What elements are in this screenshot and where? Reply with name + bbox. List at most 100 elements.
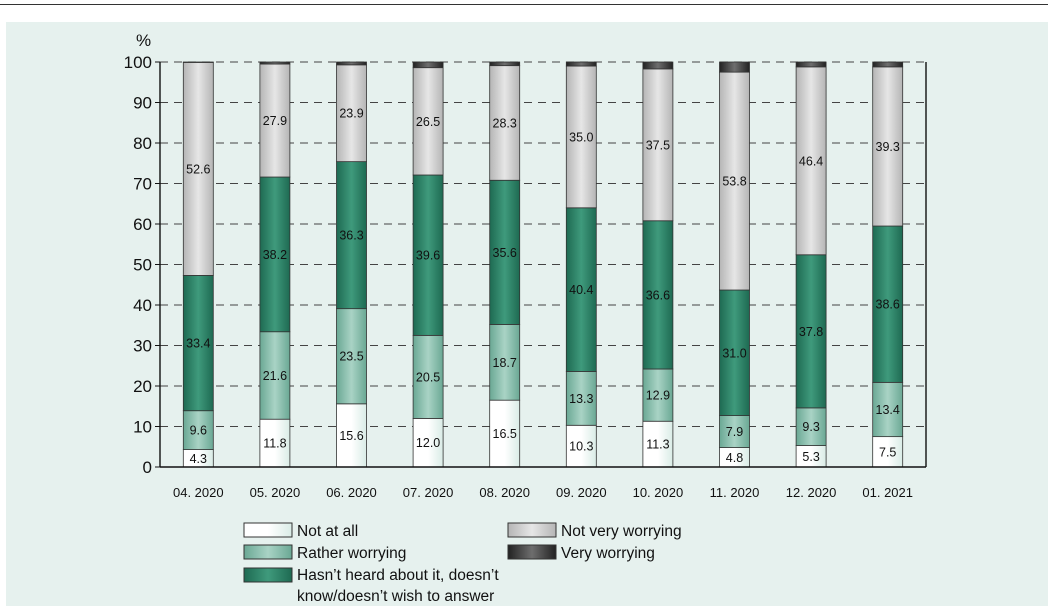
data-label-hasn-t-heard-about-it-do-01-2021: 38.6	[876, 298, 900, 312]
bar-segment-hasn-t-heard-about-it-do-05-2020	[259, 176, 291, 333]
x-tick-label-07-2020: 07. 2020	[403, 485, 454, 500]
data-label-rather-worrying-11-2020: 7.9	[726, 425, 743, 439]
bar-segment-very-worrying-07-2020	[412, 61, 444, 69]
legend-label-very-worrying: Very worrying	[561, 545, 655, 562]
data-label-not-very-worrying-07-2020: 26.5	[416, 115, 440, 129]
data-label-not-at-all-10-2020: 11.3	[646, 438, 669, 452]
x-tick-label-10-2020: 10. 2020	[633, 485, 684, 500]
bar-segment-not-very-worrying-04-2020	[182, 62, 214, 276]
data-label-rather-worrying-06-2020: 23.5	[339, 350, 363, 364]
bar-segment-hasn-t-heard-about-it-do-06-2020	[336, 161, 367, 310]
bar-segment-very-worrying-05-2020	[259, 61, 291, 65]
y-tick-label-60: 60	[133, 215, 152, 234]
bar-segment-very-worrying-12-2020	[795, 61, 827, 68]
x-tick-label-05-2020: 05. 2020	[250, 485, 301, 500]
bar-segment-rather-worrying-08-2020	[489, 324, 521, 401]
data-label-rather-worrying-09-2020: 13.3	[569, 392, 593, 406]
bar-segment-not-very-worrying-07-2020	[412, 67, 444, 176]
bar-segment-rather-worrying-12-2020	[795, 407, 827, 446]
data-label-not-at-all-04-2020: 4.3	[190, 452, 207, 466]
data-label-not-at-all-08-2020: 16.5	[493, 427, 517, 441]
legend-item-not-at-all: Not at all	[243, 522, 358, 540]
legend-item-very-worrying: Very worrying	[507, 544, 655, 562]
y-tick-label-10: 10	[133, 418, 152, 437]
bar-segment-very-worrying-08-2020	[489, 61, 521, 67]
y-tick-label-30: 30	[133, 337, 152, 356]
legend: Not at all Rather worrying Hasn’t heard …	[243, 522, 682, 605]
bar-segment-hasn-t-heard-about-it-do-01-2021	[872, 225, 904, 383]
legend-swatch-hasnt-heard	[243, 567, 293, 583]
data-label-rather-worrying-05-2020: 21.6	[263, 369, 287, 383]
y-tick-label-80: 80	[133, 134, 152, 153]
data-label-rather-worrying-08-2020: 18.7	[493, 356, 517, 370]
x-tick-label-11-2020: 11. 2020	[710, 485, 760, 500]
data-label-hasn-t-heard-about-it-do-12-2020: 37.8	[799, 325, 823, 339]
bar-segment-hasn-t-heard-about-it-do-09-2020	[565, 207, 597, 372]
bar-segment-rather-worrying-01-2021	[872, 381, 904, 438]
y-tick-label-100: 100	[124, 53, 152, 72]
data-label-hasn-t-heard-about-it-do-09-2020: 40.4	[569, 283, 593, 297]
data-label-hasn-t-heard-about-it-do-07-2020: 39.6	[416, 249, 440, 263]
legend-label-hasnt-heard-line1: Hasn’t heard about it, doesn’t	[297, 567, 499, 584]
legend-label-not-at-all: Not at all	[297, 523, 358, 540]
data-label-not-at-all-09-2020: 10.3	[569, 440, 593, 454]
data-label-hasn-t-heard-about-it-do-04-2020: 33.4	[186, 337, 210, 351]
y-tick-label-70: 70	[133, 175, 152, 194]
legend-label-not-very-worrying: Not very worrying	[561, 523, 682, 540]
bar-segment-not-at-all-10-2020	[642, 420, 674, 468]
data-label-rather-worrying-07-2020: 20.5	[416, 370, 440, 384]
data-label-not-very-worrying-11-2020: 53.8	[722, 175, 746, 189]
x-tick-label-09-2020: 09. 2020	[556, 485, 607, 500]
data-label-not-very-worrying-09-2020: 35.0	[569, 130, 593, 144]
bar-segment-not-at-all-01-2021	[872, 436, 904, 468]
bar-segment-not-at-all-08-2020	[489, 399, 521, 468]
bar-segment-not-very-worrying-01-2021	[872, 66, 904, 227]
bar-segment-not-at-all-09-2020	[565, 424, 597, 468]
x-tick-label-06-2020: 06. 2020	[326, 485, 377, 500]
y-tick-label-20: 20	[133, 377, 152, 396]
bar-segment-rather-worrying-09-2020	[565, 371, 597, 426]
data-label-not-very-worrying-08-2020: 28.3	[493, 116, 517, 130]
bar-segment-not-very-worrying-05-2020	[259, 63, 291, 178]
legend-item-not-very-worrying: Not very worrying	[507, 522, 682, 540]
bar-segment-very-worrying-10-2020	[642, 61, 674, 70]
data-label-not-at-all-07-2020: 12.0	[416, 436, 440, 450]
bar-segment-hasn-t-heard-about-it-do-07-2020	[412, 174, 444, 336]
data-label-not-very-worrying-01-2021: 39.3	[876, 140, 900, 154]
data-label-rather-worrying-12-2020: 9.3	[802, 420, 819, 434]
x-tick-label-08-2020: 08. 2020	[479, 485, 530, 500]
bar-segment-rather-worrying-06-2020	[336, 308, 367, 405]
bar-segment-very-worrying-01-2021	[872, 61, 904, 68]
y-tick-label-50: 50	[133, 256, 152, 275]
y-tick-label-0: 0	[143, 458, 152, 477]
bar-segment-very-worrying-06-2020	[336, 61, 367, 66]
data-label-rather-worrying-04-2020: 9.6	[190, 424, 207, 438]
bar-segment-hasn-t-heard-about-it-do-11-2020	[719, 289, 750, 416]
data-label-not-very-worrying-04-2020: 52.6	[186, 162, 210, 176]
bar-segment-not-very-worrying-09-2020	[565, 65, 597, 209]
bar-segment-not-very-worrying-10-2020	[642, 68, 674, 222]
bar-segment-hasn-t-heard-about-it-do-10-2020	[642, 220, 674, 370]
x-tick-label-12-2020: 12. 2020	[786, 485, 837, 500]
bar-segment-hasn-t-heard-about-it-do-04-2020	[182, 275, 214, 412]
data-label-rather-worrying-10-2020: 12.9	[646, 389, 670, 403]
legend-label-rather-worrying: Rather worrying	[297, 545, 406, 562]
data-label-not-very-worrying-06-2020: 23.9	[339, 107, 363, 121]
y-axis-unit-label: %	[136, 31, 151, 50]
data-label-not-at-all-11-2020: 4.8	[726, 451, 743, 465]
bar-segment-rather-worrying-11-2020	[719, 415, 750, 448]
data-label-rather-worrying-01-2021: 13.4	[876, 403, 900, 417]
data-label-not-at-all-05-2020: 11.8	[263, 437, 286, 451]
legend-swatch-not-very-worrying	[507, 522, 557, 538]
data-label-hasn-t-heard-about-it-do-10-2020: 36.6	[646, 288, 670, 302]
bar-segment-rather-worrying-07-2020	[412, 334, 444, 419]
data-label-hasn-t-heard-about-it-do-06-2020: 36.3	[339, 229, 363, 243]
data-label-not-at-all-06-2020: 15.6	[339, 429, 363, 443]
data-label-not-very-worrying-12-2020: 46.4	[799, 154, 823, 168]
bar-segment-hasn-t-heard-about-it-do-08-2020	[489, 179, 521, 325]
bar-segment-rather-worrying-10-2020	[642, 368, 674, 422]
legend-swatch-not-at-all	[243, 522, 293, 538]
legend-label-hasnt-heard-line2: know/doesn’t wish to answer	[297, 588, 494, 605]
bar-segment-very-worrying-09-2020	[565, 61, 597, 67]
